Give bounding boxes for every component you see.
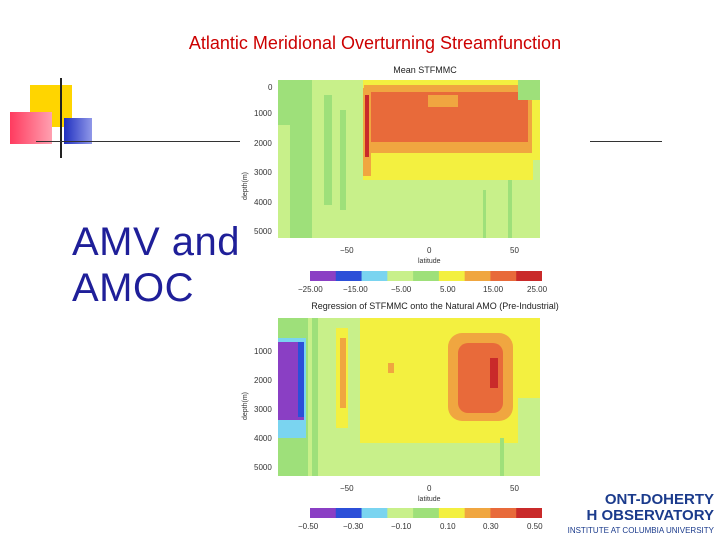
bottom-x-tick-0: 0 — [427, 484, 432, 493]
bottom-y-tick-5000: 5000 — [254, 463, 272, 472]
top-x-tick-50: 50 — [510, 246, 519, 255]
bottom-y-tick-2000: 2000 — [254, 376, 272, 385]
decor-red-square — [10, 112, 52, 144]
top-colorbar-label-0: −25.00 — [298, 285, 323, 294]
bottom-colorbar-label-5: 0.50 — [527, 522, 543, 531]
bottom-colorbar-label-1: −0.30 — [343, 522, 364, 531]
top-y-tick-1000: 1000 — [254, 109, 272, 118]
top-colorbar-swatch-0 — [310, 271, 337, 281]
logo-line3: INSTITUTE AT COLUMBIA UNIVERSITY — [567, 526, 714, 535]
logo-line1: ONT-DOHERTY — [604, 491, 714, 508]
bottom-colorbar-swatch-8 — [516, 508, 542, 518]
bottom-x-axis-label: latitude — [418, 496, 441, 503]
slide-title: Atlantic Meridional Overturning Streamfu… — [188, 33, 562, 53]
bottom-contour-plot — [278, 318, 540, 476]
top-y-tick-3000: 3000 — [254, 168, 272, 177]
top-colorbar-swatch-3 — [387, 271, 414, 281]
bottom-y-tick-1000: 1000 — [254, 347, 272, 356]
logo-line2: H OBSERVATORY — [586, 507, 714, 524]
bottom-colorbar-label-2: −0.10 — [391, 522, 412, 531]
top-colorbar-swatch-8 — [516, 271, 542, 281]
top-colorbar-label-4: 15.00 — [483, 285, 504, 294]
top-colorbar-swatch-1 — [335, 271, 363, 281]
top-x-tick-minus50: −50 — [340, 246, 354, 255]
top-colorbar-label-2: −5.00 — [391, 285, 412, 294]
bottom-panel-title: Regression of STFMMC onto the Natural AM… — [311, 301, 559, 311]
top-x-tick-0: 0 — [427, 246, 432, 255]
bottom-colorbar-label-3: 0.10 — [440, 522, 456, 531]
decor-blue-square — [64, 118, 92, 144]
top-colorbar-swatch-7 — [490, 271, 517, 281]
top-colorbar-label-1: −15.00 — [343, 285, 368, 294]
bottom-y-axis-label: depth(m) — [242, 391, 249, 420]
bottom-colorbar-swatch-0 — [310, 508, 337, 518]
decor-vertical-line — [60, 78, 62, 158]
bottom-colorbar — [310, 508, 542, 518]
bottom-colorbar-swatch-5 — [438, 508, 466, 518]
bottom-x-tick-minus50: −50 — [340, 484, 354, 493]
top-y-tick-0: 0 — [268, 83, 273, 92]
top-y-tick-5000: 5000 — [254, 227, 272, 236]
bottom-colorbar-label-4: 0.30 — [483, 522, 499, 531]
bottom-colorbar-swatch-6 — [464, 508, 491, 518]
top-colorbar-label-5: 25.00 — [527, 285, 548, 294]
top-colorbar — [310, 271, 542, 281]
top-y-tick-2000: 2000 — [254, 139, 272, 148]
bottom-colorbar-swatch-1 — [335, 508, 363, 518]
bottom-y-tick-3000: 3000 — [254, 405, 272, 414]
bottom-x-tick-50: 50 — [510, 484, 519, 493]
bottom-colorbar-label-0: −0.50 — [298, 522, 319, 531]
bottom-colorbar-swatch-3 — [387, 508, 414, 518]
top-x-axis-label: latitude — [418, 258, 441, 265]
top-colorbar-swatch-4 — [413, 271, 440, 281]
top-y-axis-label: depth(m) — [242, 171, 249, 200]
slide-heading-line1: AMV and — [72, 220, 241, 264]
bottom-colorbar-swatch-4 — [413, 508, 440, 518]
bottom-colorbar-swatch-7 — [490, 508, 517, 518]
top-colorbar-swatch-2 — [361, 271, 388, 281]
top-panel-title: Mean STFMMC — [393, 65, 457, 75]
slide-heading-line2: AMOC — [72, 266, 194, 310]
top-colorbar-label-3: 5.00 — [440, 285, 456, 294]
top-contour-plot — [278, 80, 540, 238]
top-colorbar-swatch-5 — [438, 271, 466, 281]
top-colorbar-swatch-6 — [464, 271, 491, 281]
bottom-y-tick-4000: 4000 — [254, 434, 272, 443]
top-y-tick-4000: 4000 — [254, 198, 272, 207]
bottom-colorbar-swatch-2 — [361, 508, 388, 518]
